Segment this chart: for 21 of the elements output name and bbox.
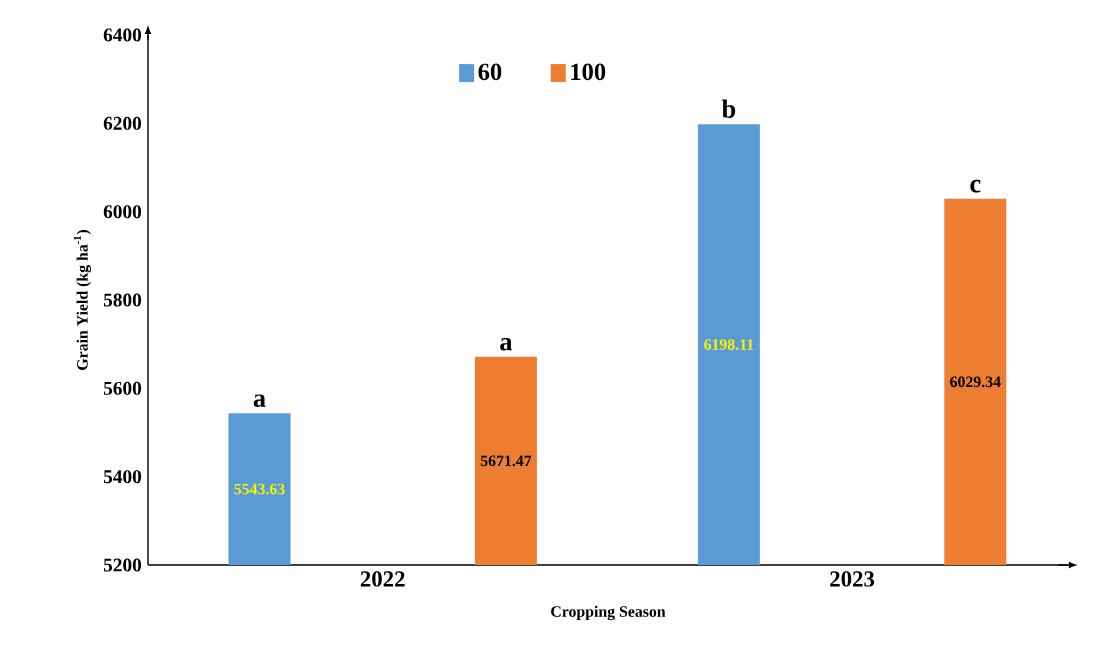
annotation: b [721,99,736,118]
x-axis-title: Cropping Season [551,605,666,621]
data-label: 6198.11 [704,339,754,350]
annotation: a [500,337,513,351]
y-tick-label: 6000 [103,205,142,219]
y-tick-label: 6200 [103,116,142,130]
legend-label: 60 [478,63,502,81]
y-tick-label: 5600 [103,381,142,395]
data-label: 5543.63 [234,483,285,495]
y-axis-title: Grain Yield (kg ha$^{-1}$) [73,230,92,370]
legend-label: 100 [571,63,606,81]
annotation: c [970,179,981,193]
x-tick-label: 2023 [830,571,875,587]
y-tick-label: 5800 [103,293,142,307]
x-tick-label: 2022 [360,571,405,587]
data-label: 6029.34 [950,376,1001,388]
data-label: 5671.47 [480,455,532,467]
y-tick-label: 6400 [103,28,142,42]
annotation: a [253,394,266,408]
y-tick-label: 5200 [103,558,142,572]
y-tick-label: 5400 [103,470,142,484]
